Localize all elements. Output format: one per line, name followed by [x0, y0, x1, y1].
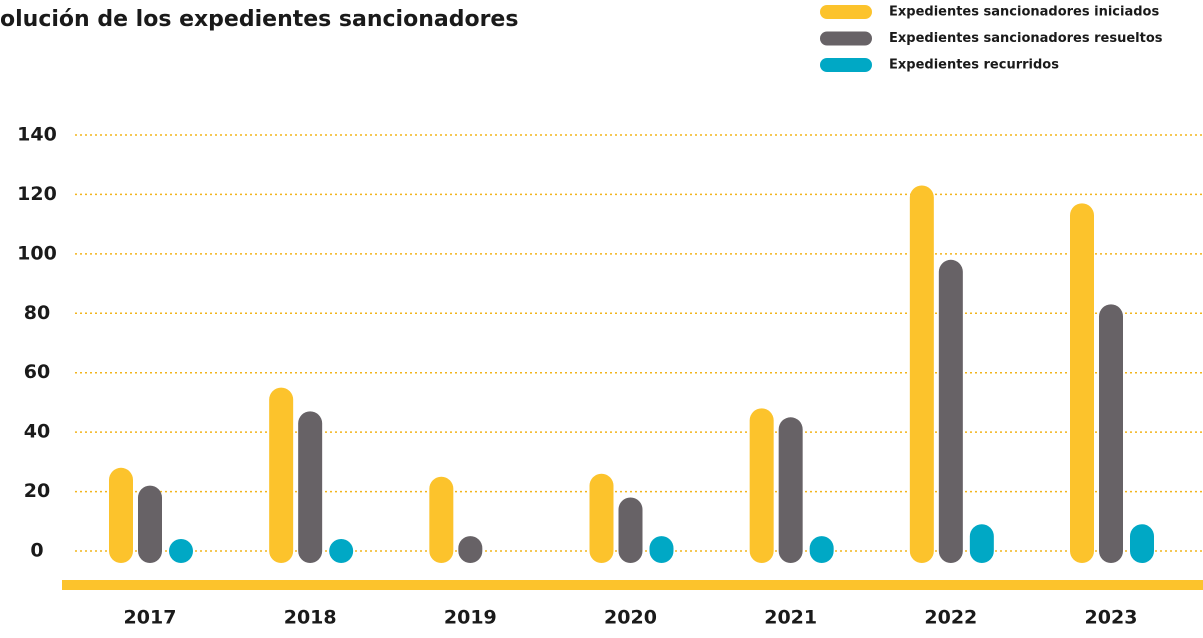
- bar: [618, 497, 643, 563]
- bar: [138, 485, 162, 563]
- y-tick-label: 120: [17, 183, 57, 205]
- y-tick-label: 140: [17, 124, 57, 146]
- x-tick-label: 2020: [604, 607, 657, 629]
- bar: [1070, 203, 1094, 564]
- bar: [589, 473, 614, 563]
- bar: [298, 411, 323, 563]
- bar: [1099, 304, 1123, 563]
- legend-swatch: [820, 31, 872, 46]
- bar: [749, 408, 774, 563]
- y-tick-label: 80: [24, 302, 50, 324]
- bar: [269, 387, 294, 563]
- bar: [169, 539, 193, 563]
- legend-label: Expedientes recurridos: [889, 58, 1059, 73]
- chart-title: olución de los expedientes sancionadores: [0, 7, 518, 32]
- x-tick-label: 2019: [444, 607, 497, 629]
- legend-label: Expedientes sancionadores iniciados: [889, 5, 1159, 20]
- bar: [778, 417, 803, 563]
- legend-swatch: [820, 58, 872, 72]
- y-tick-label: 20: [24, 480, 50, 502]
- bar: [109, 467, 133, 563]
- bar: [458, 536, 483, 563]
- baseline-band: [62, 580, 1203, 590]
- bar: [809, 536, 834, 563]
- x-tick-label: 2023: [1085, 607, 1138, 629]
- bar: [969, 524, 994, 563]
- bar: [649, 536, 674, 563]
- y-tick-label: 0: [30, 540, 43, 562]
- x-tick-label: 2021: [764, 607, 817, 629]
- bar: [329, 539, 354, 563]
- y-tick-label: 40: [24, 421, 50, 443]
- x-tick-label: 2018: [284, 607, 337, 629]
- x-tick-label: 2022: [924, 607, 977, 629]
- legend-swatch: [820, 5, 872, 19]
- legend-label: Expedientes sancionadores resueltos: [889, 31, 1163, 46]
- x-tick-label: 2017: [124, 607, 177, 629]
- y-tick-label: 60: [24, 361, 50, 383]
- bar: [938, 259, 963, 563]
- bar: [909, 185, 934, 563]
- bar: [429, 476, 454, 563]
- bar: [1130, 524, 1154, 563]
- y-tick-label: 100: [17, 242, 57, 264]
